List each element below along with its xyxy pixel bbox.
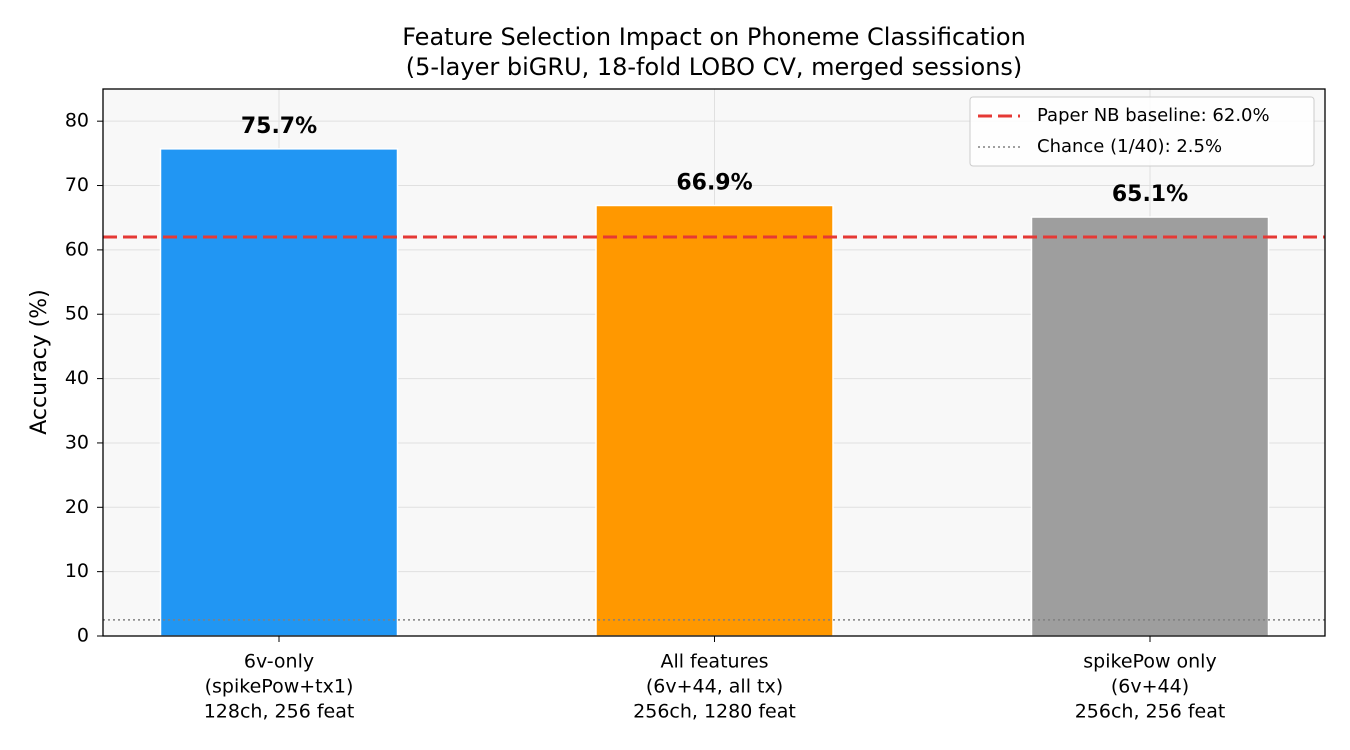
y-tick-label: 40	[65, 367, 89, 389]
bar	[159, 148, 399, 637]
y-tick-label: 0	[77, 625, 89, 647]
y-tick-label: 50	[65, 303, 89, 325]
y-tick-label: 70	[65, 174, 89, 196]
x-tick-label: (spikePow+tx1)	[205, 676, 354, 698]
y-tick-label: 30	[65, 431, 89, 453]
chart-title: Feature Selection Impact on Phoneme Clas…	[402, 23, 1026, 51]
plot-frame	[102, 88, 1326, 637]
x-tick-label: spikePow only	[1083, 651, 1216, 673]
x-tick-label: All features	[660, 651, 768, 673]
x-tick-label: 256ch, 1280 feat	[633, 701, 796, 723]
value-label: 66.9%	[676, 170, 752, 195]
x-tick-label: (6v+44, all tx)	[646, 676, 783, 698]
legend-box	[969, 96, 1315, 167]
y-tick-label: 10	[65, 560, 89, 582]
y-tick-label: 20	[65, 496, 89, 518]
x-tick-label: 256ch, 256 feat	[1075, 701, 1226, 723]
legend-label: Paper NB baseline: 62.0%	[1037, 105, 1270, 126]
x-tick-label: 6v-only	[244, 651, 314, 673]
x-tick-label: (6v+44)	[1111, 676, 1189, 698]
marks	[103, 148, 1325, 637]
y-tick-label: 80	[65, 110, 89, 132]
value-label: 65.1%	[1112, 182, 1188, 207]
chart-subtitle: (5-layer biGRU, 18-fold LOBO CV, merged …	[406, 53, 1023, 81]
x-tick-label: 128ch, 256 feat	[204, 701, 355, 723]
y-axis-label: Accuracy (%)	[27, 289, 52, 435]
y-tick-label: 60	[65, 238, 89, 260]
legend-label: Chance (1/40): 2.5%	[1037, 136, 1222, 157]
bar	[595, 204, 834, 637]
value-label: 75.7%	[241, 114, 317, 139]
bar	[1030, 216, 1270, 637]
